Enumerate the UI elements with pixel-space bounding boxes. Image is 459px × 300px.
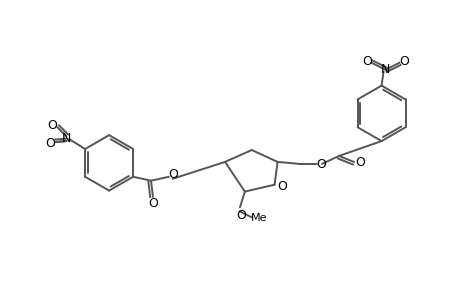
Text: O: O	[235, 209, 245, 222]
Text: O: O	[45, 136, 55, 150]
Text: O: O	[148, 197, 157, 210]
Text: N: N	[62, 132, 71, 145]
Text: N: N	[380, 63, 389, 76]
Text: Me: Me	[250, 213, 266, 224]
Text: O: O	[47, 119, 57, 132]
Text: O: O	[277, 180, 287, 193]
Text: O: O	[168, 168, 177, 181]
Text: O: O	[315, 158, 325, 171]
Text: O: O	[354, 156, 364, 170]
Text: O: O	[361, 55, 371, 68]
Text: O: O	[398, 55, 409, 68]
